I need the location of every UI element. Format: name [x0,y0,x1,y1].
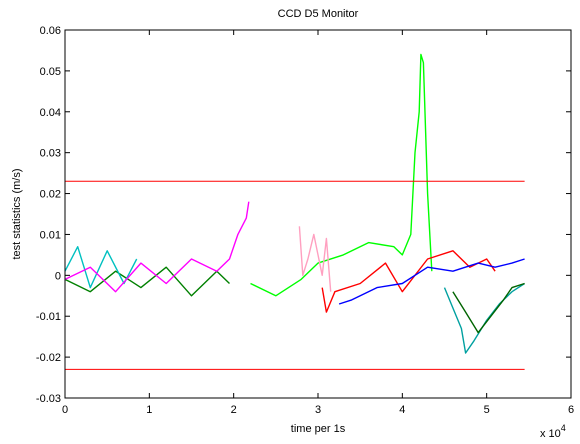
x-tick-label: 0 [62,404,68,416]
series-line-4 [250,53,433,297]
y-tick-label: 0.01 [40,229,61,241]
y-tick-label: 0.06 [40,25,61,37]
y-tick-label: -0.03 [36,393,61,405]
x-tick-label: 6 [568,404,574,416]
y-tick-label: -0.02 [36,352,61,364]
series-line-8 [443,282,525,354]
threshold-layer [65,180,525,370]
chart-title: CCD D5 Monitor [278,8,359,20]
x-tick-label: 1 [146,404,152,416]
y-tick-label: 0.04 [40,107,61,119]
y-tick-label: 0 [55,270,61,282]
series-line-3 [64,201,250,293]
x-tick-label: 4 [399,404,405,416]
x-axis-ticks: 0 1 2 3 4 5 6 [62,30,574,416]
x-tick-label: 2 [231,404,237,416]
y-tick-label: -0.01 [36,311,61,323]
x-tick-label: 3 [315,404,321,416]
y-axis-ticks: -0.03 -0.02 -0.01 0 0.01 0.02 0.03 0.04 0.05 0.06 [36,25,571,405]
plot-frame [64,29,572,399]
y-tick-label: 0.02 [40,189,61,201]
y-tick-label: 0.05 [40,66,61,78]
series-layer [64,53,525,354]
x-axis-multiplier: x 104 [540,423,566,440]
series-line-1 [64,266,230,297]
x-axis-multiplier-base: x 10 [540,428,561,440]
x-axis-label: time per 1s [291,423,346,435]
y-axis-label: test statistics (m/s) [11,168,23,259]
y-tick-label: 0.03 [40,148,61,160]
series-line-5 [298,226,332,292]
series-line-9 [452,282,525,334]
plot-area [64,29,572,399]
x-axis-multiplier-exponent: 4 [561,423,566,433]
series-line-7 [338,258,525,305]
x-tick-label: 5 [484,404,490,416]
